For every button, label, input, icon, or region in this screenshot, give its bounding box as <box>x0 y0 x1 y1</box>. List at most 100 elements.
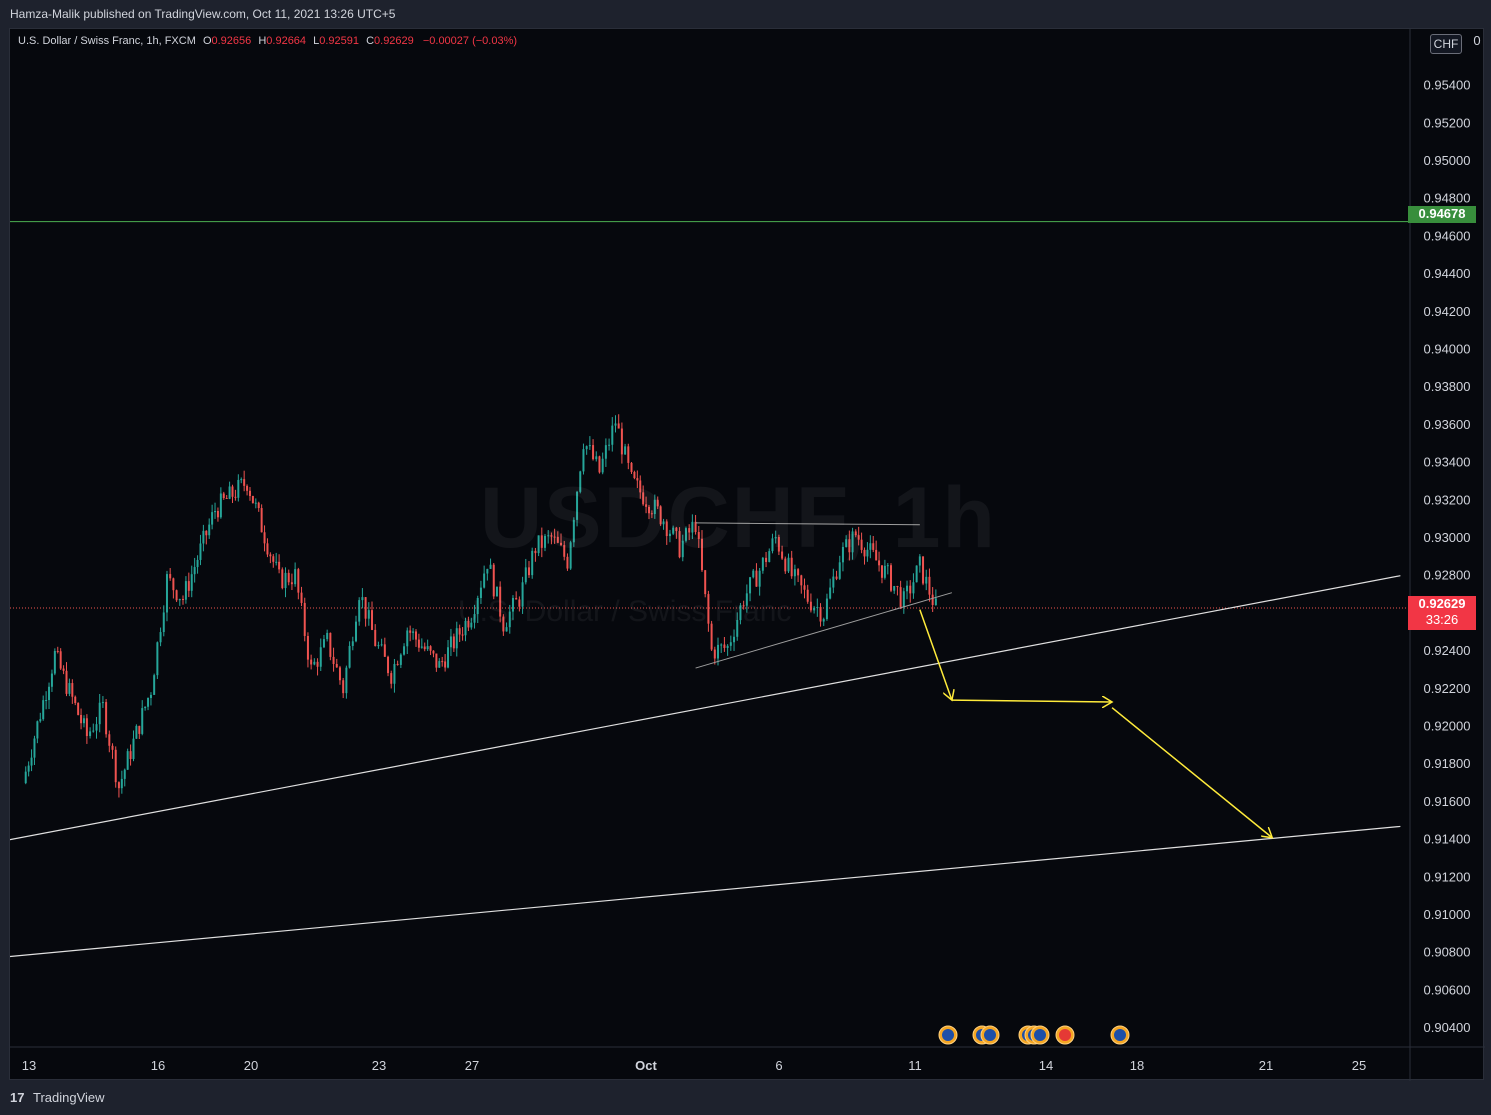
candle-up <box>420 646 423 648</box>
candle-up <box>45 700 48 702</box>
candle-up <box>822 619 825 622</box>
y-tick-label: 0.95400 <box>1424 78 1471 93</box>
change-value: −0.00027 (−0.03%) <box>422 35 518 47</box>
candle-up <box>495 586 498 597</box>
us-flag-icon <box>984 1029 996 1041</box>
candle-down <box>444 661 447 668</box>
candle-down <box>835 576 838 579</box>
candle-up <box>447 647 450 668</box>
candle-up <box>354 621 357 642</box>
candle-up <box>925 576 928 584</box>
candle-down <box>332 656 335 665</box>
candle-down <box>257 502 260 509</box>
chart-pane[interactable]: 0.95400 0.95200 0.95000 0.94800 0.94600 0.944… <box>9 28 1485 1081</box>
candle-down <box>550 535 553 537</box>
candle-up <box>869 543 872 550</box>
y-tick-label: 0.93600 <box>1424 417 1471 432</box>
candle-up <box>39 719 42 722</box>
high-label: H <box>258 35 267 47</box>
tradingview-logo-icon[interactable]: 17 <box>10 1090 25 1105</box>
tradingview-brand[interactable]: TradingView <box>33 1090 105 1105</box>
candle-down <box>205 530 208 536</box>
candle-down <box>710 623 713 650</box>
y-tick-label: 0.93800 <box>1424 379 1471 394</box>
candle-down <box>290 582 293 585</box>
candle-up <box>193 567 196 575</box>
candle-up <box>476 597 479 615</box>
candle-down <box>243 479 246 486</box>
price-chart[interactable]: 0.95400 0.95200 0.95000 0.94800 0.94600 0.944… <box>10 29 1485 1081</box>
candle-up <box>787 557 790 572</box>
candle-up <box>752 570 755 578</box>
y-tick-label: 0.91000 <box>1424 907 1471 922</box>
candle-up <box>668 533 671 537</box>
candle-up <box>771 538 774 552</box>
candle-up <box>736 620 739 637</box>
candle-down <box>105 702 108 735</box>
candle-down <box>435 653 438 668</box>
candle-down <box>175 590 178 601</box>
candle-up <box>159 632 162 643</box>
y-tick-label: 0.91600 <box>1424 794 1471 809</box>
projection-arrow <box>951 700 1112 702</box>
candle-down <box>222 493 225 499</box>
candle-down <box>860 539 863 550</box>
projection-arrow <box>919 609 952 700</box>
footer: 17 TradingView <box>0 1082 1491 1115</box>
candle-up <box>813 607 816 611</box>
x-tick-label: 13 <box>22 1058 36 1073</box>
candle-up <box>816 607 819 609</box>
high-value: 0.92664 <box>266 35 307 47</box>
candle-up <box>50 673 53 687</box>
y-tick-label: 0.91200 <box>1424 869 1471 884</box>
y-tick-label: 0.91400 <box>1424 832 1471 847</box>
candle-up <box>322 639 325 648</box>
candle-down <box>56 650 59 652</box>
x-tick-label: 25 <box>1352 1058 1366 1073</box>
candle-down <box>59 651 62 669</box>
candle-down <box>80 714 83 724</box>
y-tick-label: 0.91800 <box>1424 756 1471 771</box>
candle-down <box>187 581 190 591</box>
candle-up <box>749 577 752 594</box>
candle-down <box>74 696 77 704</box>
candle-up <box>537 535 540 554</box>
candle-down <box>278 561 281 570</box>
x-tick-label: 20 <box>244 1058 258 1073</box>
candle-up <box>588 445 591 447</box>
candle-up <box>219 493 222 518</box>
candle-up <box>48 686 51 701</box>
candle-down <box>659 506 662 525</box>
candle-down <box>755 570 758 587</box>
candle-down <box>875 549 878 561</box>
currency-badge[interactable]: CHF <box>1430 34 1462 54</box>
candle-down <box>364 597 367 619</box>
x-tick-label: 6 <box>775 1058 782 1073</box>
candle-down <box>678 531 681 558</box>
candle-down <box>492 564 495 597</box>
candle-up <box>569 542 572 569</box>
candle-down <box>169 574 172 579</box>
candle-down <box>387 656 390 674</box>
candle-up <box>358 600 361 622</box>
candle-down <box>765 557 768 562</box>
pattern-top-line <box>695 522 920 526</box>
candle-down <box>797 569 800 576</box>
close-value: 0.92629 <box>374 35 414 47</box>
candle-up <box>147 697 150 707</box>
candle-down <box>441 661 444 663</box>
candle-up <box>36 721 39 739</box>
candle-up <box>42 700 45 720</box>
candle-down <box>390 673 393 684</box>
y-tick-label: 0.93400 <box>1424 455 1471 470</box>
candle-up <box>585 446 588 450</box>
candle-down <box>707 594 710 624</box>
candle-up <box>89 731 92 737</box>
candle-down <box>502 616 505 632</box>
candle-up <box>367 610 370 619</box>
candle-up <box>126 751 129 770</box>
candle-up <box>489 564 492 569</box>
candle-down <box>499 586 502 617</box>
candle-down <box>117 782 120 789</box>
candle-up <box>351 641 354 646</box>
